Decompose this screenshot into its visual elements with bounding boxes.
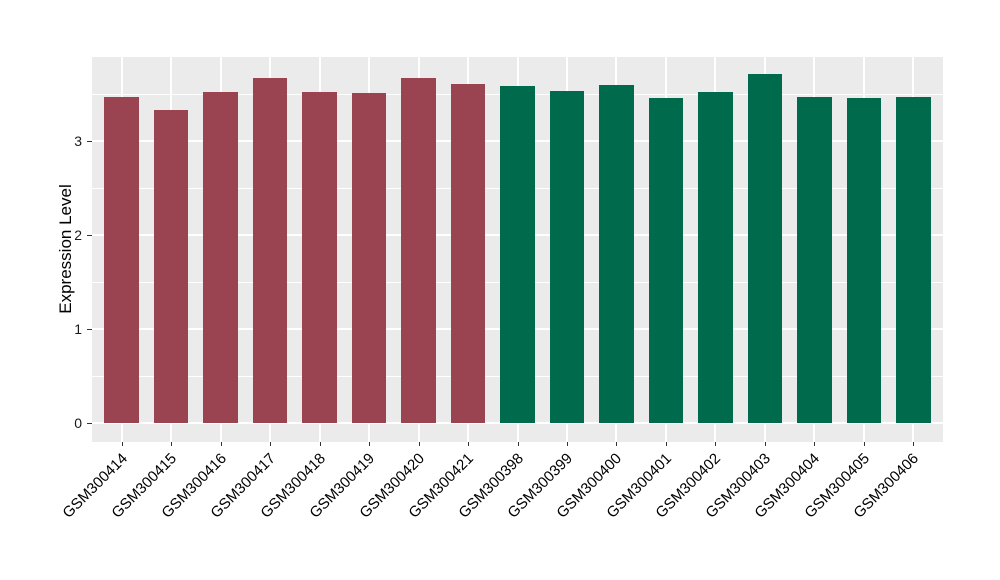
y-tick-label: 1 — [74, 321, 82, 337]
bar-GSM300404 — [797, 96, 832, 423]
y-tick-mark — [87, 235, 92, 236]
x-tick-mark — [616, 442, 618, 446]
bar-GSM300420 — [401, 78, 436, 423]
bar-GSM300421 — [450, 83, 486, 423]
bar-GSM300417 — [252, 78, 288, 423]
bar-GSM300402 — [698, 92, 733, 423]
x-tick-mark — [171, 442, 173, 446]
y-tick-label: 3 — [74, 133, 82, 149]
y-axis-title: Expression Level — [56, 184, 75, 314]
x-tick-mark — [863, 442, 865, 446]
y-tick-mark — [87, 141, 92, 142]
x-tick-mark — [715, 442, 717, 446]
bar-GSM300419 — [351, 93, 387, 423]
x-tick-mark — [468, 442, 470, 446]
y-tick-label: 0 — [74, 415, 82, 431]
bar-GSM300401 — [648, 97, 684, 423]
bar-GSM300418 — [302, 92, 337, 423]
bar-GSM300414 — [104, 96, 139, 423]
x-tick-mark — [319, 442, 321, 446]
bar-GSM300405 — [846, 97, 882, 423]
bar-GSM300403 — [747, 74, 783, 423]
bar-GSM300406 — [895, 96, 931, 423]
x-tick-mark — [764, 442, 766, 446]
x-tick-mark — [418, 442, 420, 446]
y-tick-mark — [87, 329, 92, 330]
x-tick-mark — [566, 442, 568, 446]
x-tick-mark — [121, 442, 123, 446]
x-tick-mark — [220, 442, 222, 446]
bar-GSM300416 — [203, 92, 238, 423]
x-tick-mark — [369, 442, 371, 446]
y-tick-label: 2 — [74, 227, 82, 243]
x-tick-mark — [517, 442, 519, 446]
bar-GSM300398 — [500, 86, 535, 423]
x-tick-mark — [270, 442, 272, 446]
bar-GSM300399 — [549, 91, 585, 423]
bar-GSM300400 — [599, 84, 634, 423]
x-tick-mark — [913, 442, 915, 446]
y-tick-mark — [87, 423, 92, 424]
x-tick-mark — [814, 442, 816, 446]
plot-panel — [92, 57, 943, 442]
bar-GSM300415 — [153, 109, 189, 423]
x-tick-mark — [665, 442, 667, 446]
